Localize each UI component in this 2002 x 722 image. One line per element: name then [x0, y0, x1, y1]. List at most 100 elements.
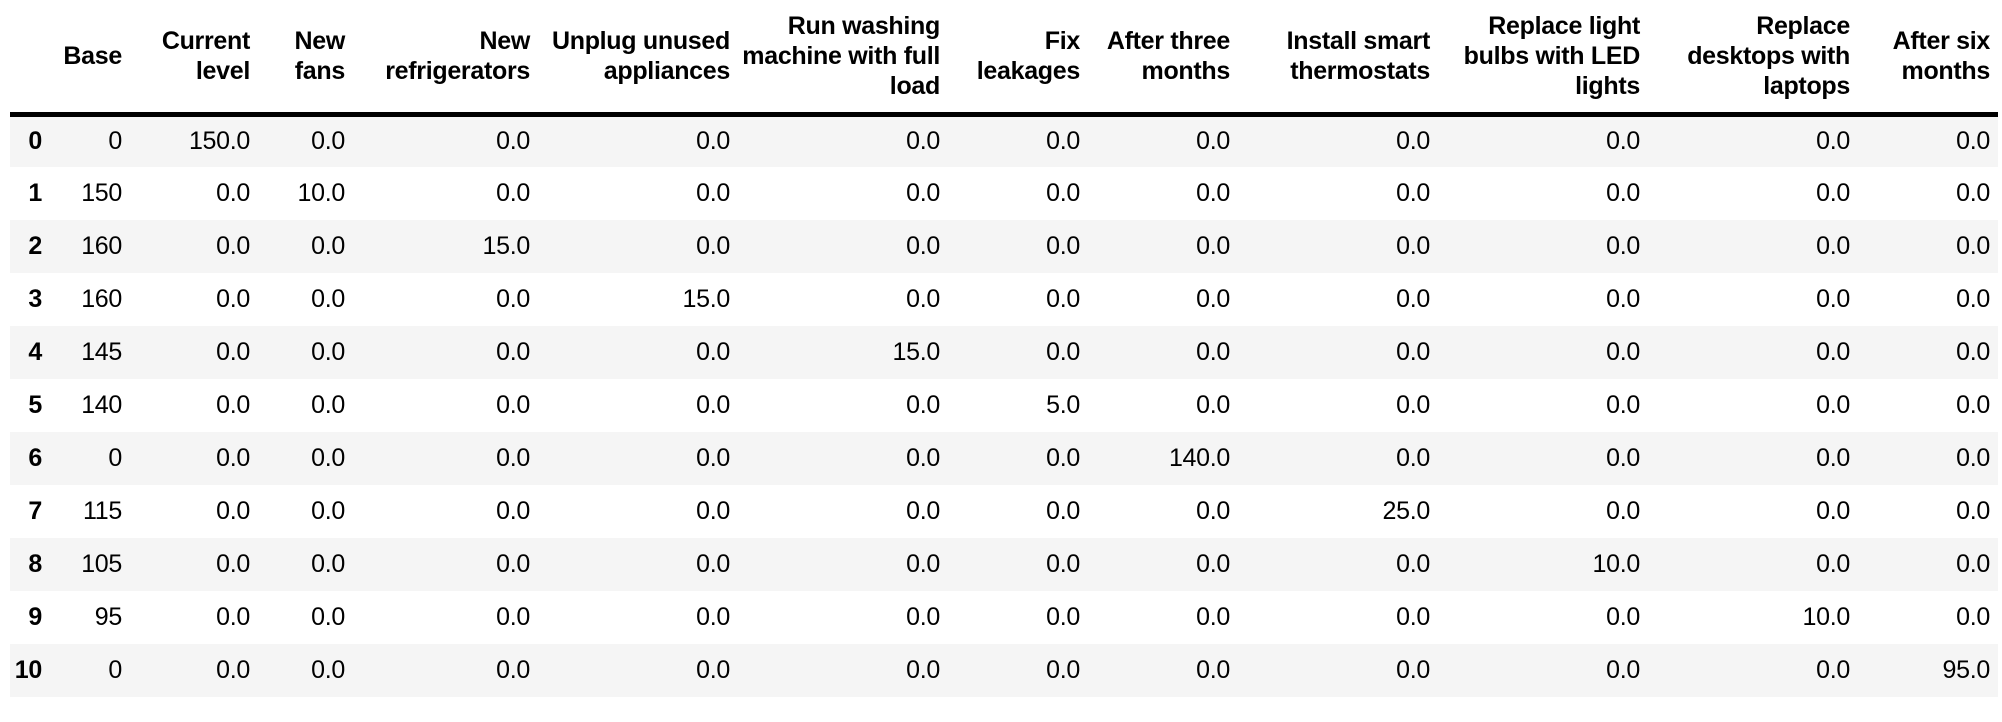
table-cell: 0.0: [1046, 656, 1080, 684]
table-cell: 0.0: [311, 656, 345, 684]
table-cell: 0.0: [1046, 179, 1080, 207]
table-cell: 0.0: [1606, 497, 1640, 525]
row-index: 1: [28, 179, 42, 207]
table-cell: 0.0: [216, 179, 250, 207]
table-cell: 0.0: [1956, 179, 1990, 207]
column-header: Base: [50, 0, 130, 117]
table-cell: 0.0: [1196, 127, 1230, 156]
table-cell: 0.0: [696, 550, 730, 578]
table-cell: 0.0: [1396, 127, 1430, 156]
table-cell: 5.0: [1046, 391, 1080, 419]
table-cell: 0.0: [906, 497, 940, 525]
table-cell: 0.0: [1606, 391, 1640, 419]
table-cell: 160: [81, 232, 122, 260]
table-cell: 0.0: [496, 444, 530, 472]
table-cell: 0.0: [1046, 338, 1080, 366]
table-cell: 0.0: [1606, 127, 1640, 156]
table-cell: 0.0: [1196, 603, 1230, 631]
table-cell: 0.0: [1816, 391, 1850, 419]
table-cell: 0.0: [1046, 444, 1080, 472]
table-cell: 0.0: [696, 338, 730, 366]
table-cell: 0.0: [906, 444, 940, 472]
row-index: 3: [28, 285, 42, 313]
table-cell: 0.0: [1956, 550, 1990, 578]
table-cell: 0: [108, 127, 122, 156]
table-cell: 0.0: [1196, 285, 1230, 313]
table-cell: 0.0: [906, 391, 940, 419]
table-cell: 0.0: [496, 338, 530, 366]
table-cell: 0.0: [311, 497, 345, 525]
table-cell: 0.0: [311, 285, 345, 313]
column-header: After six months: [1858, 0, 1998, 117]
table-cell: 95.0: [1942, 656, 1991, 684]
table-cell: 0.0: [1606, 338, 1640, 366]
table-cell: 0.0: [1046, 285, 1080, 313]
table-cell: 10.0: [297, 179, 346, 207]
column-header: New refrigerators: [353, 0, 538, 117]
table-cell: 150.0: [188, 127, 250, 156]
table-row: 8 105 0.0 0.0 0.0 0.0 0.0 0.0 0.0 0.0 10.0 0.0 0.0: [10, 538, 1998, 591]
table-cell: 0.0: [1396, 444, 1430, 472]
table-cell: 0.0: [496, 656, 530, 684]
column-header: Replace desktops with laptops: [1648, 0, 1858, 117]
table-cell: 0.0: [906, 127, 940, 156]
table-row: 6 0 0.0 0.0 0.0 0.0 0.0 0.0 140.0 0.0 0.0 0.0 0.0: [10, 432, 1998, 485]
table-cell: 0.0: [1816, 179, 1850, 207]
index-column-header: [10, 0, 50, 117]
table-cell: 0.0: [311, 338, 345, 366]
table-cell: 0.0: [1046, 127, 1080, 156]
table-cell: 0.0: [216, 444, 250, 472]
table-cell: 0.0: [1196, 497, 1230, 525]
table-cell: 0.0: [496, 285, 530, 313]
dataframe-table: Base Current level New fans New refrigerato…: [10, 0, 1998, 697]
table-cell: 0.0: [1816, 127, 1850, 156]
column-header: Unplug unused appliances: [538, 0, 738, 117]
table-cell: 0.0: [696, 444, 730, 472]
table-cell: 0.0: [216, 550, 250, 578]
table-cell: 0.0: [1396, 232, 1430, 260]
table-cell: 0.0: [1396, 285, 1430, 313]
table-row: 2 160 0.0 0.0 15.0 0.0 0.0 0.0 0.0 0.0 0.0 0.0 0.0: [10, 220, 1998, 273]
table-cell: 0.0: [1396, 338, 1430, 366]
table-cell: 0.0: [1396, 603, 1430, 631]
table-cell: 0.0: [311, 550, 345, 578]
table-cell: 0.0: [311, 127, 345, 156]
table-cell: 0.0: [496, 127, 530, 156]
table-cell: 140: [81, 391, 122, 419]
table-cell: 0.0: [1956, 232, 1990, 260]
table-cell: 0.0: [1816, 285, 1850, 313]
table-cell: 0.0: [1606, 444, 1640, 472]
table-cell: 0.0: [496, 391, 530, 419]
table-cell: 0.0: [1196, 179, 1230, 207]
table-cell: 0.0: [1396, 550, 1430, 578]
table-cell: 0.0: [311, 391, 345, 419]
column-header: Install smart thermostats: [1238, 0, 1438, 117]
table-cell: 0: [108, 444, 122, 472]
table-row: 5 140 0.0 0.0 0.0 0.0 0.0 5.0 0.0 0.0 0.0 0.0 0.0: [10, 379, 1998, 432]
table-cell: 0.0: [1396, 179, 1430, 207]
table-cell: 15.0: [482, 232, 531, 260]
table-cell: 105: [81, 550, 122, 578]
column-header: Current level: [130, 0, 258, 117]
column-header: Fix leakages: [948, 0, 1088, 117]
table-cell: 0.0: [1956, 444, 1990, 472]
table-cell: 0.0: [696, 232, 730, 260]
table-cell: 0.0: [496, 550, 530, 578]
column-header: Run washing machine with full load: [738, 0, 948, 117]
table-cell: 15.0: [892, 338, 941, 366]
column-header: Replace light bulbs with LED lights: [1438, 0, 1648, 117]
table-row: 7 115 0.0 0.0 0.0 0.0 0.0 0.0 0.0 25.0 0.0 0.0 0.0: [10, 485, 1998, 538]
table-cell: 0.0: [216, 391, 250, 419]
table-cell: 0.0: [1396, 391, 1430, 419]
table-row: 9 95 0.0 0.0 0.0 0.0 0.0 0.0 0.0 0.0 0.0 10.0 0.0: [10, 591, 1998, 644]
table-cell: 0.0: [496, 179, 530, 207]
column-header: After three months: [1088, 0, 1238, 117]
table-cell: 0.0: [1606, 285, 1640, 313]
table-cell: 145: [81, 338, 122, 366]
row-index: 4: [28, 338, 42, 366]
table-cell: 0.0: [1956, 391, 1990, 419]
row-index: 5: [28, 391, 42, 419]
table-cell: 0.0: [216, 232, 250, 260]
row-index: 6: [28, 444, 42, 472]
table-cell: 0.0: [906, 179, 940, 207]
